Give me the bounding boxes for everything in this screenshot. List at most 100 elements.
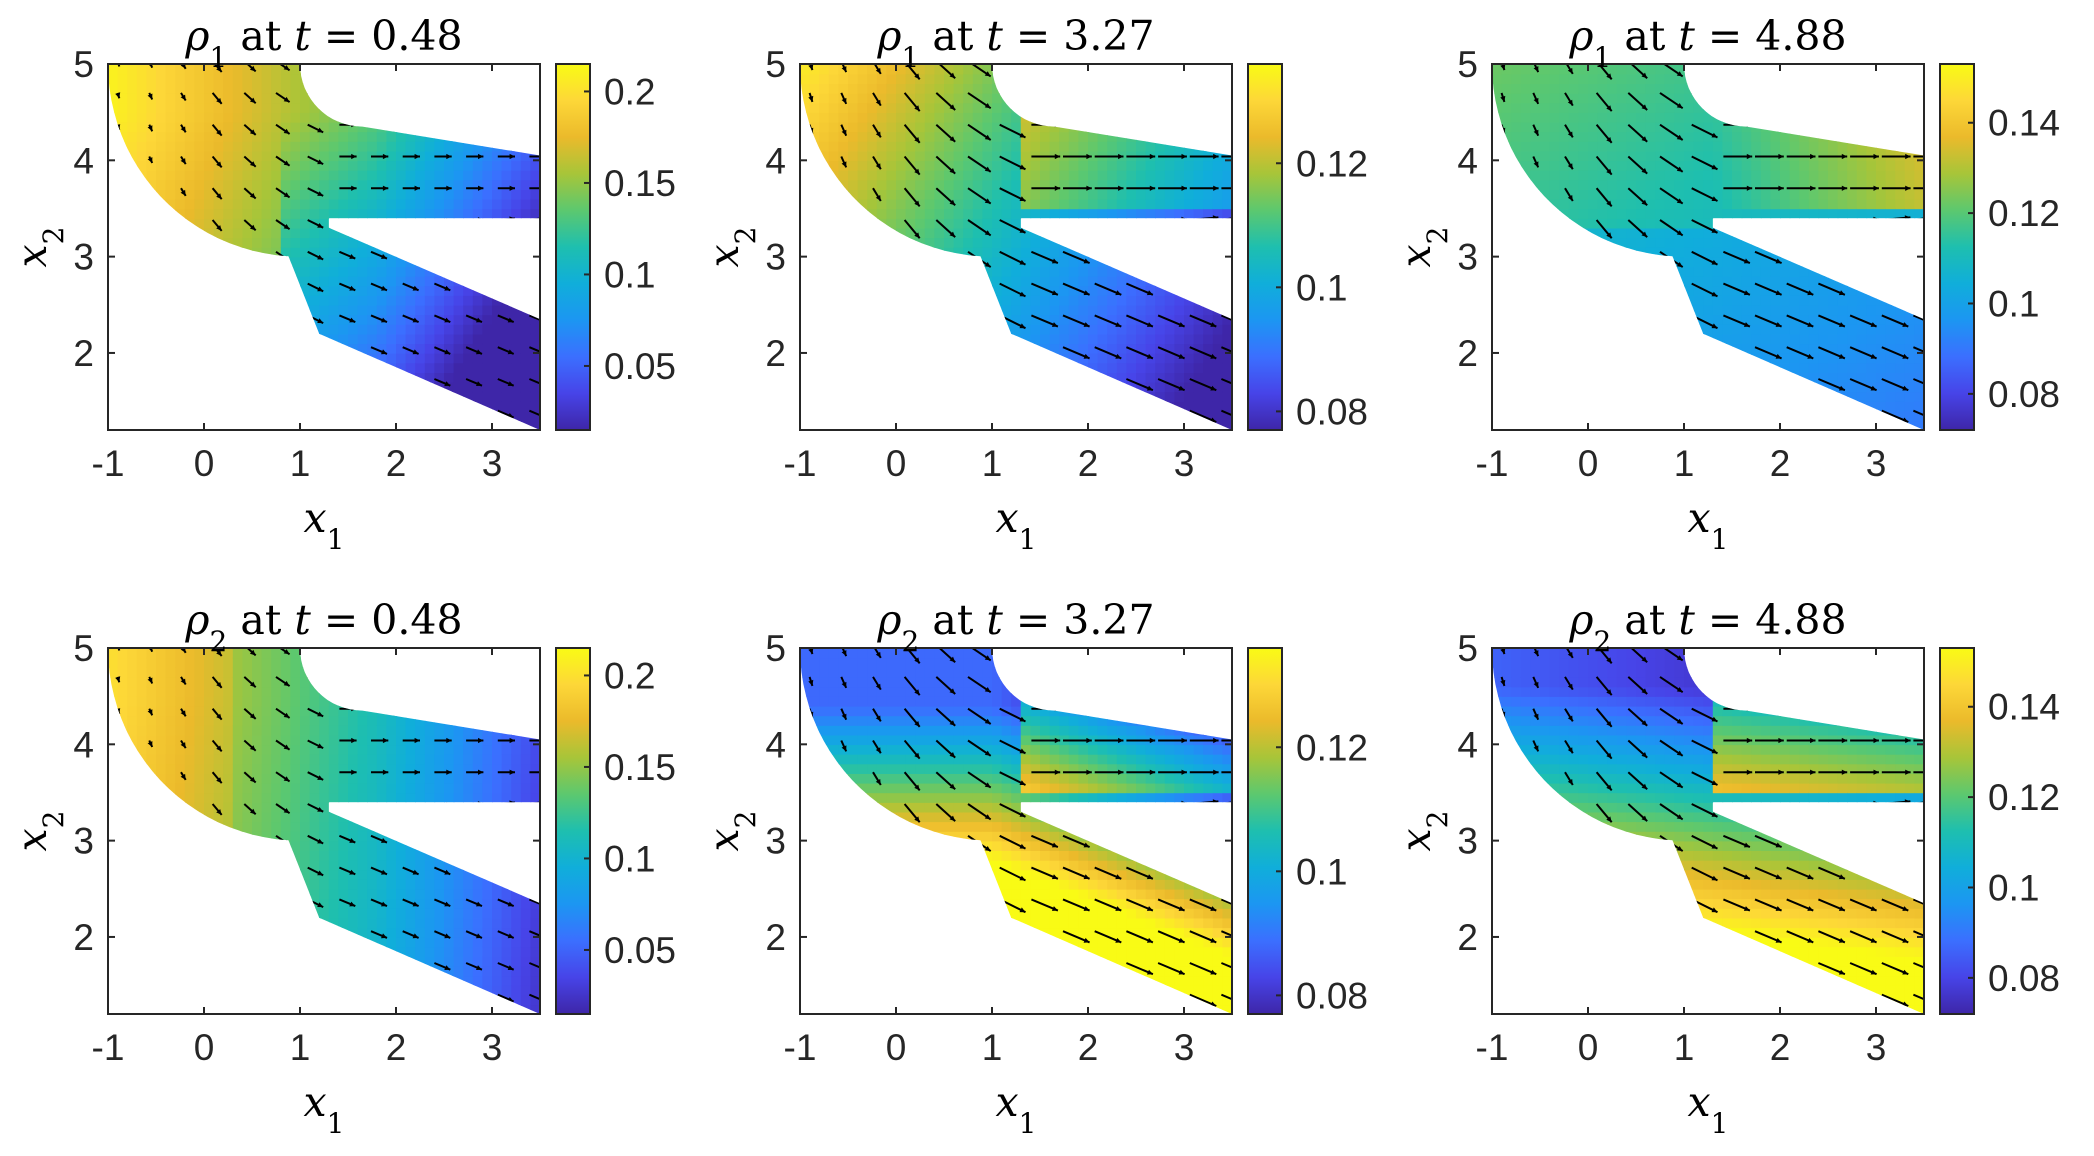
heat-cell [972,237,984,248]
heat-cell [376,285,388,296]
heat-cell [396,333,407,345]
heat-cell [1030,83,1041,94]
heat-cell [1559,150,1570,162]
heat-cell [1559,189,1570,200]
heat-cell [1088,401,1099,412]
heat-cell [1164,208,1176,219]
heat-cell [309,256,320,267]
heat-cell [127,179,138,190]
heat-cell [1511,179,1522,190]
y-tick-label: 5 [765,44,786,85]
heat-cell [165,285,176,296]
heat-cell [1020,131,1032,142]
heat-cell [319,410,330,422]
heat-cell [348,352,359,364]
heat-cell [1549,131,1560,142]
heat-cell [492,256,503,267]
quiver-arrow [1189,282,1217,296]
heat-cell [1492,112,1503,123]
quiver-arrowhead [1149,185,1156,191]
heat-cell [1626,410,1637,422]
heat-cell [1540,218,1551,229]
heat-cell [482,275,493,287]
heat-cell [242,285,253,296]
heat-cell [348,102,359,113]
heat-cell [1001,372,1012,383]
heat-cell [809,227,820,239]
heat-cell [444,189,455,200]
heat-cell [1001,266,1012,277]
heat-cell [271,102,282,113]
heat-cell [1520,227,1532,239]
heat-cell [1097,102,1108,113]
heat-cell [1107,141,1118,152]
heat-cell [290,198,301,210]
heat-cell [1116,304,1128,316]
heat-cell [857,169,868,181]
heat-cell [905,237,916,248]
heat-cell [175,333,186,345]
heat-cell [1626,304,1637,316]
heat-cell [1549,275,1560,287]
quiver-arrow [1221,346,1232,360]
heat-cell [1616,266,1628,277]
heat-cell [184,227,196,239]
heat-cell [108,198,119,210]
heat-cell [1184,218,1195,229]
heat-cell [1001,227,1012,239]
quiver-arrowhead [1019,418,1026,424]
heat-cell [1068,218,1080,229]
heat-cell [1492,208,1503,219]
heat-cell [232,362,244,373]
heat-cell [1492,131,1503,142]
heat-cell [953,121,964,133]
heat-cell [1559,410,1570,422]
heat-cell [1184,304,1195,316]
heat-cell [1588,410,1599,422]
heat-cell [1626,381,1637,393]
heat-cell [136,275,148,287]
heat-cell [232,275,244,287]
heat-cell [1126,189,1137,200]
heat-cell [290,391,301,402]
heat-cell [386,179,397,190]
heat-cell [1136,352,1147,364]
heat-cell [1164,381,1176,393]
heat-cell [1212,352,1224,364]
heat-cell [136,73,148,84]
quiver-arrowhead [1086,90,1092,96]
heat-cell [1549,198,1560,210]
quiver-arrowhead [808,350,814,357]
heat-cell [242,227,253,239]
heat-cell [1636,362,1647,373]
heat-cell [290,179,301,190]
heat-cell [501,83,512,94]
heat-cell [194,304,205,316]
heat-cell [127,266,138,277]
heat-cell [1011,208,1022,219]
quiver-arrowhead [1118,122,1124,128]
heat-cell [396,324,407,335]
heat-cell [867,73,878,84]
quiver-arrowhead [216,98,222,104]
quiver-arrow [840,219,848,232]
heat-cell [280,179,292,190]
heat-cell [1530,247,1541,258]
heat-cell [271,131,282,142]
heat-cell [1540,131,1551,142]
quiver-arrow [529,282,540,292]
quiver-arrowhead [1210,258,1217,264]
quiver-arrowhead [381,285,387,291]
heat-cell [848,285,859,296]
heat-cell [271,92,282,104]
heat-cell [511,362,522,373]
heat-cell [472,381,484,393]
heat-cell [819,160,830,171]
heat-cell [934,362,945,373]
heat-cell [857,131,868,142]
heat-cell [1097,304,1108,316]
heat-cell [1626,256,1637,267]
heat-cell [1126,372,1137,383]
heat-cell [511,169,522,181]
quiver-arrowhead [984,230,991,236]
